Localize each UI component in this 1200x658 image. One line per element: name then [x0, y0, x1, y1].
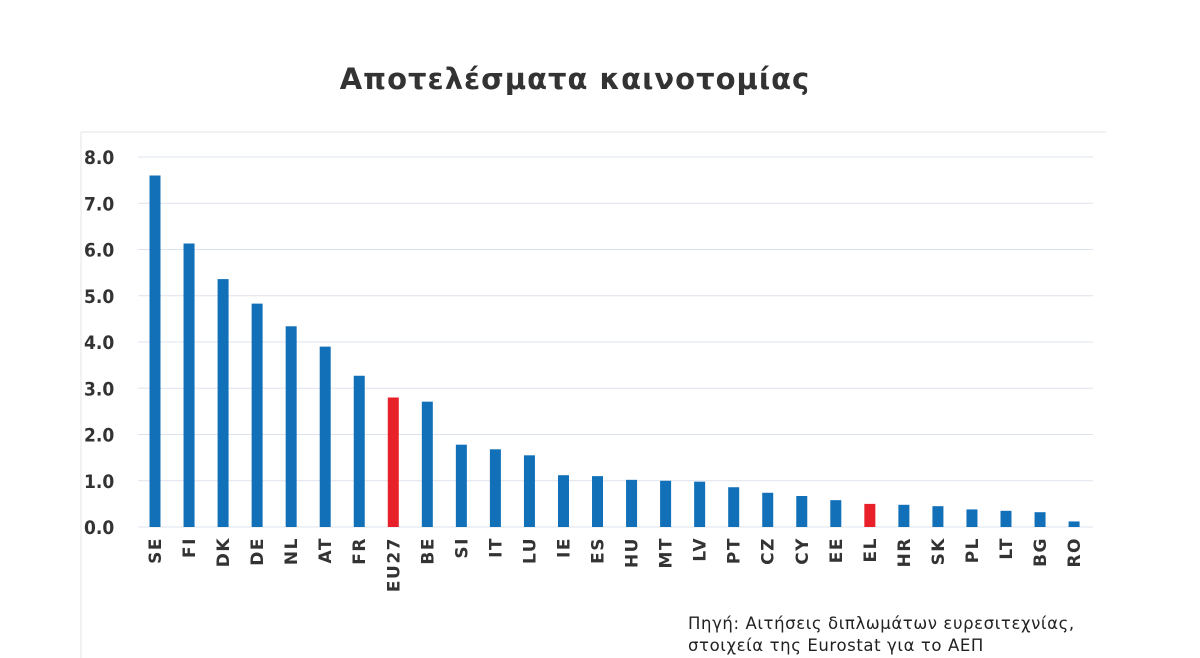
x-tick-label-it: IT	[486, 537, 506, 558]
x-tick-label-fr: FR	[350, 537, 370, 565]
x-tick-label-hr: HR	[895, 537, 915, 567]
bar-cz	[762, 492, 774, 527]
bar-sk	[932, 506, 944, 527]
x-tick-label-cy: CY	[793, 537, 813, 565]
bar-de	[251, 303, 263, 527]
bar-eu27	[387, 397, 399, 527]
bar-at	[319, 346, 331, 527]
x-tick-label-lt: LT	[997, 537, 1017, 560]
source-note-line-2: στοιχεία της Eurostat για το ΑΕΠ	[688, 636, 984, 655]
bar-hu	[626, 479, 638, 527]
source-note: Πηγή: Αιτήσεις διπλωμάτων ευρεσιτεχνίας,…	[688, 613, 1075, 657]
bar-se	[149, 175, 161, 527]
x-tick-label-fi: FI	[180, 537, 200, 558]
y-tick-label: 3.0	[84, 378, 114, 400]
x-tick-label-se: SE	[146, 537, 166, 564]
x-tick-label-hu: HU	[623, 537, 643, 568]
y-tick-label: 6.0	[84, 240, 114, 262]
y-tick-label: 5.0	[84, 286, 114, 308]
x-tick-label-de: DE	[248, 537, 268, 566]
bar-nl	[285, 326, 297, 527]
bar-dk	[217, 279, 229, 527]
bar-it	[489, 449, 501, 527]
source-note-line-1: Πηγή: Αιτήσεις διπλωμάτων ευρεσιτεχνίας,	[688, 614, 1075, 633]
x-tick-label-pt: PT	[725, 537, 745, 564]
x-tick-label-be: BE	[418, 537, 438, 565]
x-tick-label-dk: DK	[214, 537, 234, 567]
bar-ie	[557, 475, 569, 527]
x-tick-label-ro: RO	[1065, 537, 1085, 568]
x-axis-ticks: SE FI DK DE NL AT FR EU27 BE SI IT LU IE ES HU MT LV PT CZ…	[146, 537, 1085, 592]
bar-lv	[694, 481, 706, 527]
x-tick-label-el: EL	[861, 537, 881, 562]
y-tick-label: 1.0	[84, 471, 114, 493]
x-tick-label-lu: LU	[520, 537, 540, 564]
bar-ee	[830, 500, 842, 527]
x-tick-label-bg: BG	[1031, 537, 1051, 567]
chart-frame	[80, 131, 1106, 658]
x-tick-label-si: SI	[452, 537, 472, 559]
x-tick-label-pl: PL	[963, 537, 983, 563]
bar-ro	[1068, 521, 1080, 527]
bar-pt	[728, 487, 740, 527]
bar-si	[455, 444, 467, 527]
bar-el	[864, 503, 876, 527]
bar-bg	[1034, 512, 1046, 527]
y-tick-label: 7.0	[84, 193, 114, 215]
y-tick-label: 2.0	[84, 425, 114, 447]
x-tick-label-lv: LV	[691, 537, 711, 562]
x-tick-label-eu27: EU27	[384, 537, 404, 592]
y-tick-label: 4.0	[84, 332, 114, 354]
bar-pl	[966, 509, 978, 527]
x-tick-label-es: ES	[589, 537, 609, 564]
x-tick-label-nl: NL	[282, 537, 302, 565]
y-tick-label: 8.0	[84, 147, 114, 169]
x-tick-label-ie: IE	[554, 537, 574, 558]
bar-hr	[898, 504, 910, 527]
bar-mt	[660, 480, 672, 527]
y-tick-label: 0.0	[84, 517, 114, 539]
bar-fi	[183, 243, 195, 528]
x-tick-label-cz: CZ	[759, 537, 779, 565]
bar-lu	[523, 455, 535, 527]
x-tick-label-mt: MT	[657, 537, 677, 569]
bars	[149, 175, 1080, 528]
gridlines	[138, 156, 1093, 528]
x-tick-label-at: AT	[316, 537, 336, 563]
chart-title: Αποτελέσματα καινοτομίας	[339, 62, 811, 96]
x-tick-label-ee: EE	[827, 537, 847, 563]
y-axis-ticks: 0.0 1.0 2.0 3.0 4.0 5.0 6.0 7.0 8.0	[84, 147, 114, 539]
bar-cy	[796, 496, 808, 527]
bar-lt	[1000, 510, 1012, 527]
bar-es	[592, 476, 604, 527]
bar-fr	[353, 375, 365, 527]
x-tick-label-sk: SK	[929, 537, 949, 565]
bar-be	[421, 401, 433, 527]
